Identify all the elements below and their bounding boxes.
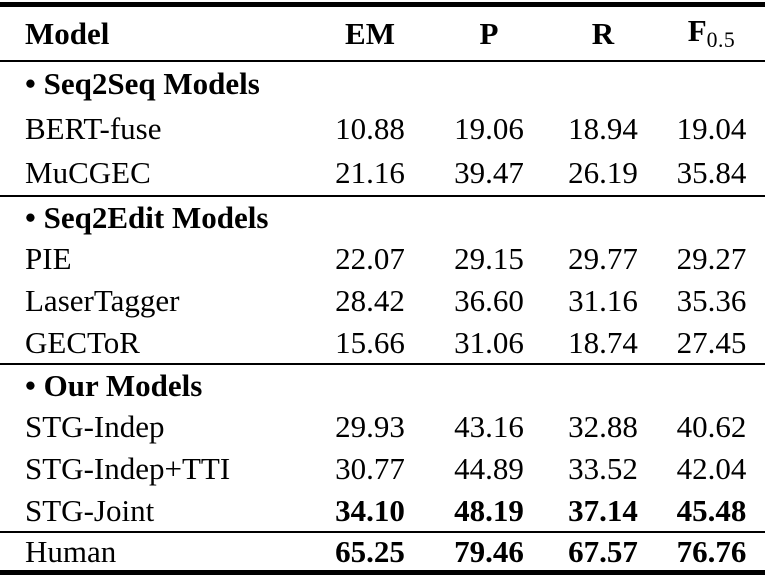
- metric-value-cell: 29.93: [335, 409, 405, 444]
- metric-value-cell: 18.74: [568, 324, 638, 360]
- table-row: PIE 22.07 29.15 29.77 29.27: [0, 238, 765, 280]
- table-body: • Seq2Seq Models BERT-fuse 10.88 19.06 18.94…: [0, 61, 765, 573]
- table-row: GECToR 15.66 31.06 18.74 27.45: [0, 322, 765, 364]
- metric-value-cell: 39.47: [454, 155, 524, 190]
- table-header: Model EM P R F0.5: [0, 5, 765, 61]
- metric-value-cell: 30.77: [335, 451, 405, 486]
- table-row: LaserTagger 28.42 36.60 31.16 35.36: [0, 280, 765, 322]
- section-header-label: • Seq2Edit Models: [25, 199, 269, 235]
- metric-value-cell: 10.88: [335, 110, 405, 146]
- metric-value-cell: 29.77: [568, 241, 638, 276]
- results-table: Model EM P R F0.5 • Seq2Seq Models BERT-f…: [0, 2, 765, 575]
- metric-value-cell: 40.62: [676, 409, 747, 444]
- metric-value-cell: 26.19: [568, 155, 638, 190]
- metric-value-cell: 35.36: [676, 283, 747, 318]
- metric-value-cell: 37.14: [568, 492, 638, 528]
- section-header-row: • Our Models: [0, 363, 765, 406]
- table-row: BERT-fuse 10.88 19.06 18.94 19.04: [0, 106, 765, 151]
- table-row: STG-Joint 34.10 48.19 37.14 45.48: [0, 490, 765, 532]
- model-name-cell: LaserTagger: [25, 283, 180, 318]
- section-header-label: • Our Models: [25, 367, 203, 403]
- table-row: MuCGEC 21.16 39.47 26.19 35.84: [0, 151, 765, 196]
- column-header-f05: F0.5: [658, 5, 765, 61]
- metric-value-cell: 15.66: [335, 324, 405, 360]
- metric-value-cell: 32.88: [568, 409, 638, 444]
- metric-value-cell: 29.27: [676, 241, 747, 276]
- f-subscript: 0.5: [706, 27, 736, 52]
- metric-value-cell: 45.48: [676, 492, 747, 528]
- header-row: Model EM P R F0.5: [0, 5, 765, 61]
- model-name-cell: GECToR: [25, 324, 140, 360]
- model-name-cell: MuCGEC: [25, 155, 151, 190]
- column-header-p: P: [479, 15, 499, 51]
- metric-value-cell: 65.25: [335, 533, 405, 569]
- metric-value-cell: 35.84: [676, 155, 747, 190]
- model-name-cell: STG-Indep: [25, 409, 165, 444]
- metric-value-cell: 27.45: [676, 324, 747, 360]
- f-label: F: [687, 12, 707, 48]
- section-header-row: • Seq2Seq Models: [0, 61, 765, 106]
- section-header-label: • Seq2Seq Models: [25, 66, 260, 101]
- table-row: Human 65.25 79.46 67.57 76.76: [0, 531, 765, 573]
- metric-value-cell: 34.10: [335, 492, 405, 528]
- metric-value-cell: 28.42: [335, 283, 405, 318]
- metric-value-cell: 31.06: [454, 324, 524, 360]
- metric-value-cell: 29.15: [454, 241, 524, 276]
- metric-value-cell: 18.94: [568, 110, 638, 146]
- model-name-cell: STG-Indep+TTI: [25, 451, 231, 486]
- metric-value-cell: 36.60: [454, 283, 524, 318]
- metric-value-cell: 44.89: [454, 451, 524, 486]
- metric-value-cell: 33.52: [568, 451, 638, 486]
- metric-value-cell: 76.76: [676, 533, 747, 569]
- metric-value-cell: 19.06: [454, 110, 524, 146]
- metric-value-cell: 19.04: [676, 110, 747, 146]
- model-name-cell: PIE: [25, 241, 72, 276]
- metric-value-cell: 42.04: [676, 451, 747, 486]
- column-header-r: R: [591, 15, 615, 51]
- model-name-cell: BERT-fuse: [25, 110, 162, 146]
- section-header-row: • Seq2Edit Models: [0, 195, 765, 238]
- metric-value-cell: 43.16: [454, 409, 524, 444]
- metric-value-cell: 48.19: [454, 492, 524, 528]
- model-name-cell: STG-Joint: [25, 492, 155, 528]
- metric-value-cell: 21.16: [335, 155, 405, 190]
- metric-value-cell: 79.46: [454, 533, 524, 569]
- model-name-cell: Human: [25, 533, 117, 569]
- table-row: STG-Indep 29.93 43.16 32.88 40.62: [0, 406, 765, 448]
- table-row: STG-Indep+TTI 30.77 44.89 33.52 42.04: [0, 448, 765, 490]
- metric-value-cell: 22.07: [335, 241, 405, 276]
- column-header-em: EM: [345, 15, 395, 51]
- metric-value-cell: 31.16: [568, 283, 638, 318]
- column-header-model: Model: [25, 15, 110, 51]
- metric-value-cell: 67.57: [568, 533, 638, 569]
